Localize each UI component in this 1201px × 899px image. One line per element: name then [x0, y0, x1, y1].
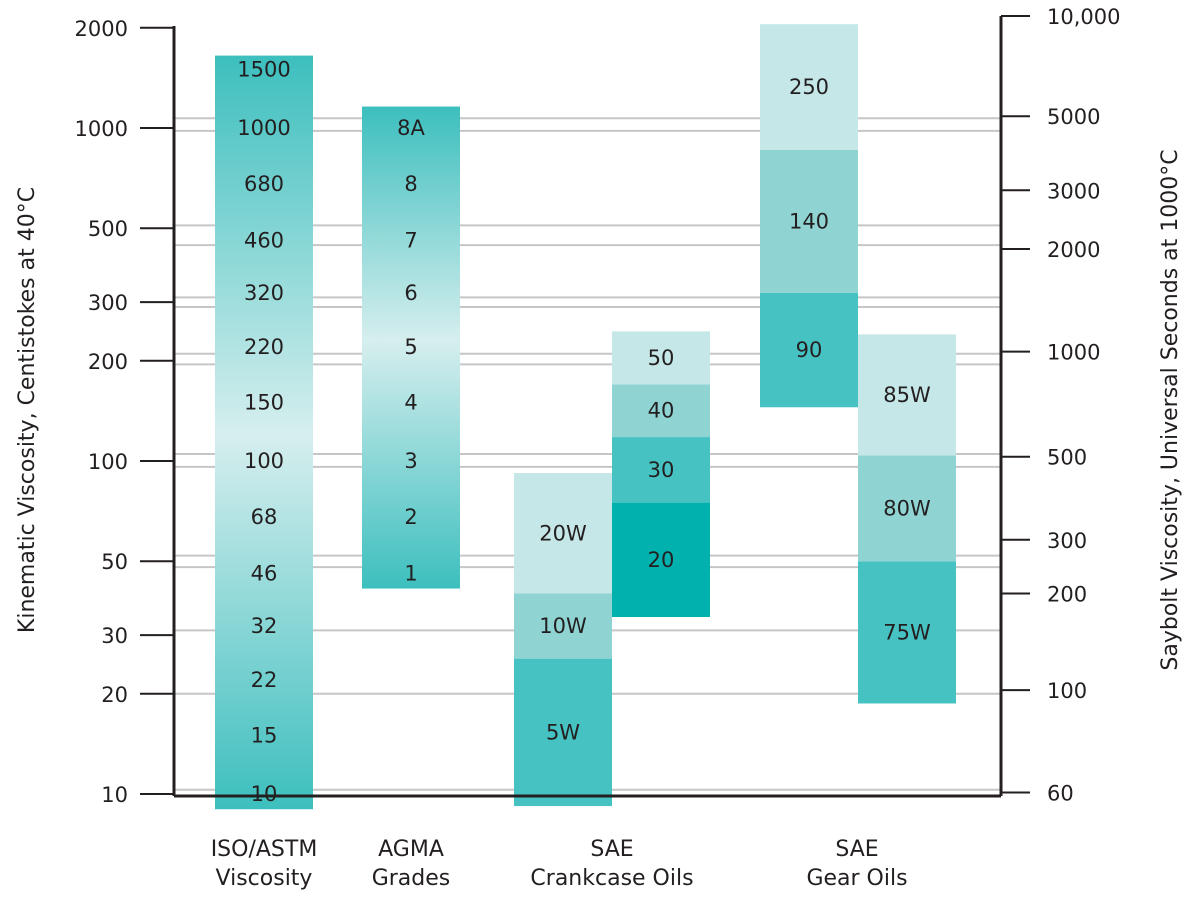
crankcase-summer-segment — [612, 331, 710, 385]
category-labels: ISO/ASTM Viscosity AGMA Grades SAE Crankcase … — [211, 837, 908, 891]
left-tick-label: 20 — [101, 683, 128, 707]
right-tick-label: 2000 — [1047, 238, 1100, 262]
right-tick-label: 300 — [1047, 529, 1087, 553]
gear-oil-label: 140 — [789, 209, 829, 233]
iso-grade-label: 100 — [244, 449, 284, 473]
crankcase-winter-segment — [514, 593, 612, 659]
crankcase-summer-segment — [612, 384, 710, 438]
gear-oil-winter-label: 75W — [883, 620, 931, 644]
axes — [172, 16, 1003, 798]
bar-labels: 150010006804603202201501006846322215108A… — [237, 57, 931, 806]
gear-oil-winter-segment — [858, 455, 956, 562]
right-tick-label: 500 — [1047, 446, 1087, 470]
category-label: Gear Oils — [806, 866, 907, 891]
left-tick-label: 100 — [88, 450, 128, 474]
crankcase-winter-label: 20W — [539, 521, 587, 545]
gear-oil-label: 250 — [789, 75, 829, 99]
right-tick-label: 1000 — [1047, 341, 1100, 365]
left-tick-label: 30 — [101, 624, 128, 648]
iso-grade-label: 220 — [244, 335, 284, 359]
agma-grade-label: 1 — [404, 561, 417, 585]
iso-bar — [215, 55, 313, 810]
crankcase-summer-segment — [612, 437, 710, 503]
agma-grade-label: 7 — [404, 228, 417, 252]
crankcase-summer-label: 50 — [648, 346, 675, 370]
gear-oil-winter-label: 85W — [883, 383, 931, 407]
gear-oil-label: 90 — [796, 338, 823, 362]
iso-grade-label: 15 — [251, 723, 278, 747]
category-label: Viscosity — [216, 866, 313, 891]
category-label: Grades — [372, 866, 451, 891]
right-tick-label: 100 — [1047, 679, 1087, 703]
crankcase-winter-label: 10W — [539, 614, 587, 638]
category-label: ISO/ASTM — [211, 837, 318, 862]
crankcase-summer-label: 20 — [648, 548, 675, 572]
category-label: SAE — [835, 837, 878, 862]
gear-oil-winter-segment — [858, 561, 956, 704]
agma-grade-label: 8 — [404, 172, 417, 196]
gear-oil-winter-segment — [858, 334, 956, 456]
y-axis-title-left: Kinematic Viscosity, Centistokes at 40°C — [15, 187, 40, 633]
crankcase-summer-segment — [612, 502, 710, 618]
agma-grade-label: 8A — [397, 116, 425, 140]
right-tick-label: 200 — [1047, 583, 1087, 607]
category-label: Crankcase Oils — [530, 866, 693, 891]
right-tick-label: 5000 — [1047, 105, 1100, 129]
crankcase-summer-label: 30 — [648, 458, 675, 482]
agma-grade-label: 5 — [404, 335, 417, 359]
left-tick-label: 50 — [101, 550, 128, 574]
left-tick-label: 10 — [101, 783, 128, 807]
crankcase-winter-segment — [514, 658, 612, 807]
left-tick-label: 200 — [88, 350, 128, 374]
iso-grade-label: 680 — [244, 172, 284, 196]
gear-oil-segment — [760, 24, 858, 150]
gear-oil-winter-label: 80W — [883, 496, 931, 520]
gear-oil-segment — [760, 292, 858, 408]
crankcase-winter-label: 5W — [546, 720, 580, 744]
iso-grade-label: 1000 — [237, 116, 290, 140]
right-tick-label: 3000 — [1047, 179, 1100, 203]
agma-grade-label: 6 — [404, 281, 417, 305]
left-tick-label: 500 — [88, 217, 128, 241]
left-tick-label: 1000 — [75, 117, 128, 141]
left-tick-label: 2000 — [75, 17, 128, 41]
left-tick-label: 300 — [88, 291, 128, 315]
iso-grade-label: 1500 — [237, 57, 290, 81]
iso-grade-label: 46 — [251, 561, 278, 585]
iso-grade-label: 150 — [244, 390, 284, 414]
iso-grade-label: 320 — [244, 281, 284, 305]
category-label: SAE — [590, 837, 633, 862]
crankcase-summer-label: 40 — [648, 399, 675, 423]
agma-grade-label: 3 — [404, 449, 417, 473]
agma-grade-label: 2 — [404, 505, 417, 529]
right-axis-ticks: 10,000 5000 3000 2000 1000 500 300 200 100 60 — [1001, 5, 1120, 806]
gear-oil-segment — [760, 149, 858, 293]
y-axis-title-right: Saybolt Viscosity, Universal Seconds at … — [1158, 149, 1183, 670]
left-axis-ticks: 2000 1000 500 300 200 100 50 30 20 10 — [75, 17, 174, 807]
iso-grade-label: 460 — [244, 228, 284, 252]
agma-grade-label: 4 — [404, 390, 417, 414]
crankcase-winter-segment — [514, 473, 612, 594]
category-label: AGMA — [378, 837, 444, 862]
right-tick-label: 60 — [1047, 782, 1074, 806]
agma-bar — [362, 106, 460, 589]
iso-grade-label: 32 — [251, 614, 278, 638]
right-tick-label: 10,000 — [1047, 5, 1120, 29]
iso-grade-label: 68 — [251, 505, 278, 529]
iso-grade-label: 10 — [251, 782, 278, 806]
bars — [215, 24, 956, 810]
iso-grade-label: 22 — [251, 668, 278, 692]
